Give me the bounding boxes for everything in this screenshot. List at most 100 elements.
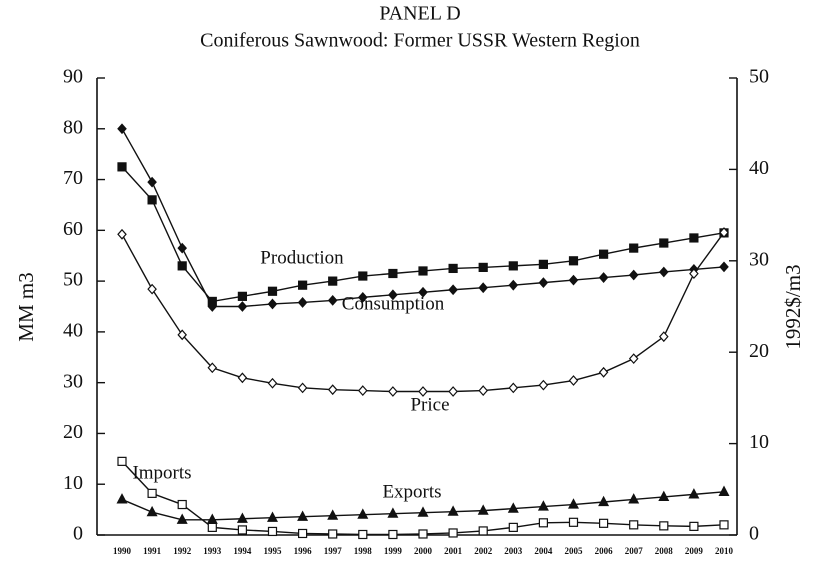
- marker: [538, 379, 549, 391]
- marker: [507, 502, 519, 513]
- marker: [418, 266, 428, 276]
- x-tick-label: 1992: [173, 546, 192, 556]
- series-label: Consumption: [342, 293, 445, 314]
- marker: [658, 266, 669, 278]
- marker: [147, 283, 157, 295]
- x-tick-label: 2007: [625, 546, 644, 556]
- marker: [719, 520, 729, 530]
- marker: [297, 382, 308, 394]
- marker: [146, 505, 158, 517]
- x-tick-label: 2002: [474, 546, 493, 556]
- marker: [688, 488, 700, 499]
- x-tick-label: 2001: [444, 546, 463, 556]
- marker: [147, 195, 157, 205]
- marker: [537, 500, 549, 511]
- marker: [387, 507, 399, 518]
- series-label: Production: [260, 247, 344, 268]
- marker: [237, 301, 248, 312]
- marker: [508, 382, 519, 394]
- marker: [267, 511, 278, 522]
- marker: [659, 521, 669, 531]
- y2-tick-label: 10: [749, 431, 769, 453]
- marker: [628, 353, 639, 365]
- marker: [327, 384, 338, 396]
- y-axis-label: MM m3: [14, 272, 38, 341]
- marker: [388, 268, 398, 279]
- y2-tick-label: 0: [749, 523, 759, 545]
- marker: [478, 262, 488, 273]
- marker: [598, 518, 609, 528]
- marker: [237, 291, 247, 301]
- y2-tick-label: 40: [749, 157, 769, 179]
- marker: [147, 488, 157, 498]
- y-tick-label: 10: [63, 472, 83, 494]
- marker: [267, 377, 278, 389]
- marker: [448, 284, 458, 296]
- y-tick-label: 80: [63, 116, 83, 138]
- marker: [598, 366, 609, 378]
- marker: [177, 329, 188, 341]
- series-line: [121, 166, 725, 303]
- marker: [689, 233, 699, 243]
- marker: [538, 277, 549, 289]
- marker: [116, 493, 128, 504]
- marker: [598, 495, 610, 507]
- marker: [267, 298, 278, 310]
- chart-subtitle: Coniferous Sawnwood: Former USSR Western…: [200, 30, 640, 52]
- x-tick-label: 1994: [233, 546, 252, 556]
- marker: [478, 282, 489, 294]
- marker: [388, 529, 398, 540]
- marker: [176, 513, 188, 524]
- marker: [237, 372, 248, 384]
- x-tick-label: 2008: [655, 546, 674, 556]
- marker: [207, 362, 218, 374]
- marker: [327, 295, 338, 306]
- marker: [177, 261, 187, 271]
- marker: [267, 526, 278, 537]
- x-tick-label: 1999: [384, 546, 403, 556]
- marker: [689, 521, 699, 531]
- marker: [357, 508, 369, 519]
- chart-title: PANEL D: [379, 3, 460, 25]
- marker: [629, 243, 639, 253]
- marker: [177, 499, 187, 510]
- marker: [689, 268, 699, 279]
- series-label: Exports: [382, 481, 441, 502]
- y2-tick-label: 30: [749, 248, 769, 270]
- x-tick-label: 2005: [565, 546, 584, 556]
- marker: [388, 289, 398, 301]
- marker: [297, 510, 309, 521]
- marker: [237, 525, 247, 535]
- marker: [298, 280, 308, 290]
- marker: [358, 529, 368, 540]
- x-tick-label: 1995: [264, 546, 283, 556]
- x-tick-label: 2010: [715, 546, 734, 556]
- marker: [719, 227, 729, 238]
- x-tick-label: 2004: [534, 546, 553, 556]
- marker: [117, 162, 127, 172]
- marker: [448, 528, 458, 538]
- marker: [538, 518, 549, 528]
- marker: [568, 498, 579, 509]
- marker: [659, 238, 669, 248]
- y-tick-label: 60: [63, 218, 83, 240]
- marker: [568, 517, 579, 527]
- y-tick-label: 0: [73, 523, 83, 545]
- marker: [328, 276, 338, 286]
- marker: [418, 286, 428, 298]
- marker: [117, 456, 127, 466]
- marker: [447, 505, 459, 516]
- y-tick-label: 40: [63, 319, 83, 341]
- marker: [418, 386, 428, 397]
- x-tick-label: 1998: [354, 546, 373, 556]
- marker: [418, 529, 428, 539]
- marker: [508, 522, 518, 532]
- marker: [478, 385, 489, 396]
- y2-axis-label: 1992$/m3: [781, 264, 805, 349]
- marker: [207, 522, 217, 532]
- marker: [719, 261, 729, 273]
- marker: [298, 528, 308, 539]
- x-tick-label: 1991: [143, 546, 162, 556]
- series-label: Imports: [132, 462, 191, 483]
